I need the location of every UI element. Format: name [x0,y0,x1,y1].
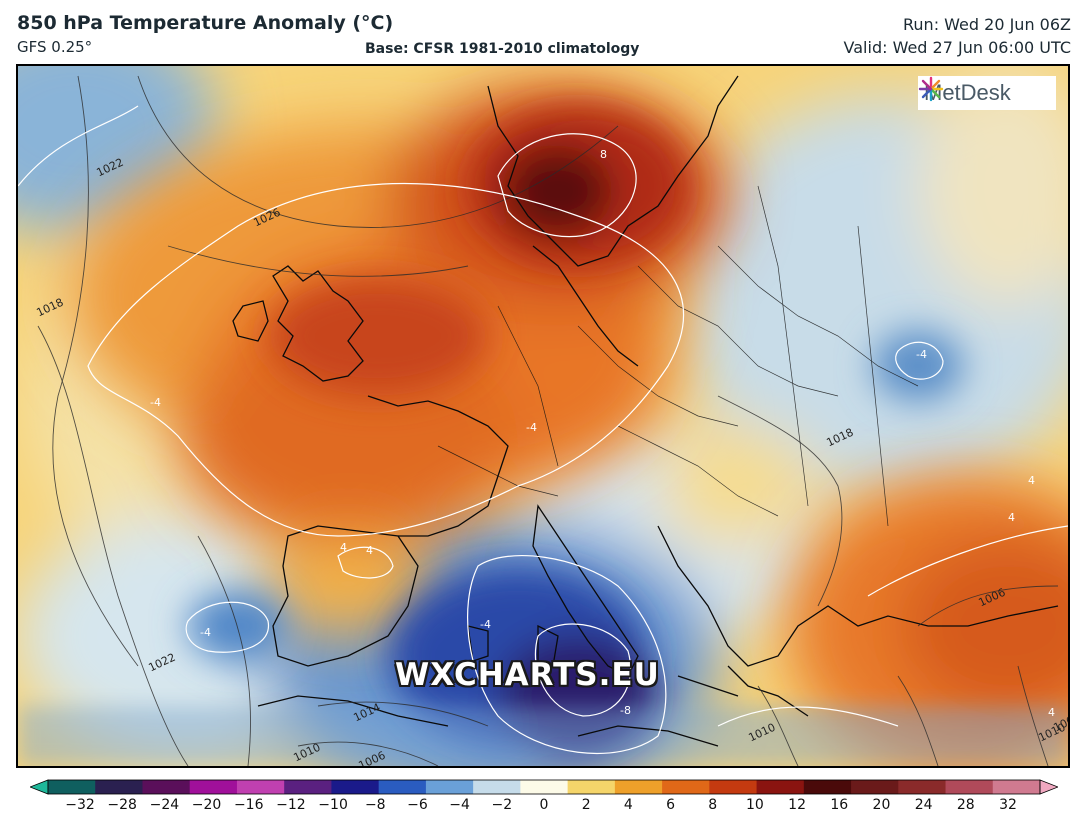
colorbar-tick-label: −4 [449,797,470,813]
colorbar-segment [236,780,285,794]
colorbar-segment [851,780,899,794]
valid-time-label: Valid: Wed 27 Jun 06:00 UTC [843,38,1071,57]
coastlines [232,75,1059,747]
anomaly-contour-label: 4 [1008,511,1015,524]
colorbar-min-extension [30,779,49,795]
colorbar [30,779,1058,795]
colorbar-tick-label: −20 [191,797,222,813]
hot-core [268,106,688,396]
colorbar-segment [945,780,994,794]
colorbar-tick-label: −32 [65,797,95,813]
anomaly-contour-label: -4 [480,618,491,631]
map-panel: 1022 1026 1018 1022 1014 1010 1006 1010 1018 1006… [16,64,1070,768]
anomaly-contour-label: 4 [340,541,347,554]
colorbar-segment [189,780,238,794]
colorbar-tick-label: −8 [364,797,386,813]
colorbar-tick-label: −12 [276,797,306,813]
isobars [37,75,1059,766]
anomaly-contour-label: -4 [200,626,211,639]
colorbar-tick-labels: −32 −28 −24 −20 −16 −12 −10 −8 −6 −4 −2 0 2 4 6 8 10 12 16… [0,797,1088,817]
colorbar-tick-label: 12 [788,797,806,813]
colorbar-tick-label: −10 [318,797,348,813]
colorbar-tick-label: 4 [623,797,633,813]
colorbar-tick-label: 24 [914,797,933,813]
anomaly-contour-label: 4 [1048,706,1055,719]
anomaly-field [18,66,1068,766]
anomaly-contour-label: -8 [620,704,631,717]
colorbar-segment [709,780,758,794]
colorbar-segment [473,780,521,794]
wxcharts-watermark: WXCHARTS.EU [395,657,660,693]
colorbar-segment [284,780,332,794]
colorbar-segment [898,780,947,794]
colorbar-segment [567,780,616,794]
colorbar-tick-label: 28 [956,797,975,813]
colorbar-segment [48,780,96,794]
colorbar-tick-label: 6 [666,797,675,813]
colorbar-segment [803,780,852,794]
colorbar-tick-label: 20 [872,797,891,813]
colorbar-tick-label: −24 [149,797,180,813]
colorbar-tick-label: 0 [539,797,549,813]
colorbar-segment [331,780,380,794]
colorbar-max-extension [1039,779,1058,795]
anomaly-contour-label: -4 [150,396,161,409]
anomaly-contour-label: 4 [366,544,373,557]
colorbar-tick-label: 2 [581,797,591,813]
run-label: Run: Wed 20 Jun 06Z [903,15,1071,34]
colorbar-segment [614,780,663,794]
colorbar-segment [992,780,1041,794]
colorbar-tick-label: −6 [407,797,428,813]
metdesk-logo: MetDesk [918,76,1056,110]
anomaly-contour-label: 8 [600,148,607,161]
model-label: GFS 0.25° [17,38,93,56]
colorbar-tick-label: −2 [491,797,513,813]
colorbar-tick-label: 32 [999,797,1017,813]
anomaly-contour-label: 4 [1028,474,1035,487]
colorbar-segment [756,780,805,794]
metdesk-logo-text: MetDesk [924,80,1011,105]
climatology-base-label: Base: CFSR 1981-2010 climatology [365,41,640,57]
chart-title: 850 hPa Temperature Anomaly (°C) [17,12,394,34]
colorbar-tick-label: −28 [107,797,137,813]
anomaly-contour-label: -4 [526,421,537,434]
colorbar-tick-label: −16 [233,797,264,813]
colorbar-tick-label: 10 [745,797,764,813]
colorbar-segment [662,780,710,794]
colorbar-tick-label: 8 [708,797,718,813]
colorbar-segment [520,780,569,794]
colorbar-frame [47,779,1041,795]
colorbar-segment [378,780,427,794]
colorbar-segment [425,780,474,794]
anomaly-contours [18,105,1068,754]
colorbar-tick-label: 16 [830,797,849,813]
colorbar-segment [95,780,143,794]
country-borders [437,185,919,527]
metdesk-logo-icon [918,76,944,102]
colorbar-segment [142,780,191,794]
anomaly-contour-label: -4 [916,348,927,361]
